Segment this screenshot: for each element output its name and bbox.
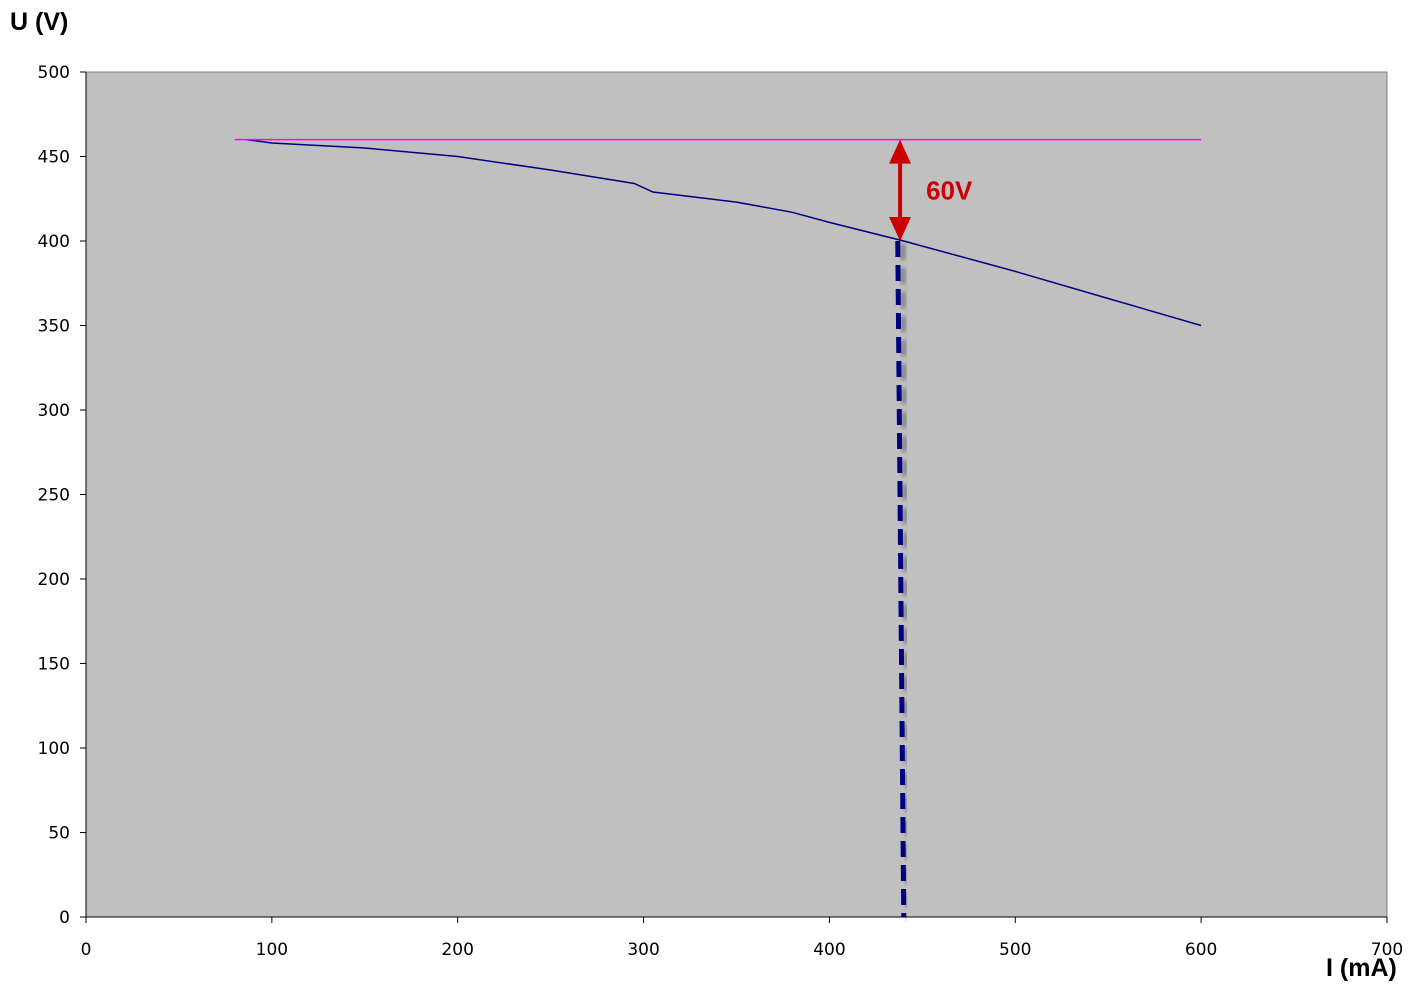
annotation-label: 60V (926, 175, 973, 205)
x-tick-label: 600 (1185, 940, 1217, 960)
x-tick-label: 0 (81, 940, 92, 960)
x-tick-label: 400 (813, 940, 845, 960)
x-tick-label: 300 (627, 940, 659, 960)
y-tick-label: 400 (38, 232, 70, 252)
y-tick-label: 150 (38, 655, 70, 675)
x-axis-title: I (mA) (1326, 954, 1397, 982)
y-tick-label: 100 (38, 739, 70, 759)
arrow-head-up (889, 139, 912, 164)
y-axis-title: U (V) (10, 8, 69, 36)
y-tick-label: 500 (38, 63, 70, 83)
y-tick-label: 0 (59, 908, 70, 928)
x-tick-label: 100 (256, 940, 288, 960)
series-line-curve (245, 138, 1202, 327)
vertical-marker-line (895, 240, 907, 918)
plot-area (85, 71, 1388, 918)
y-tick-label: 300 (38, 401, 70, 421)
arrow-head-down (889, 217, 912, 241)
x-tick-label: 700 (1371, 940, 1403, 960)
y-tick-label: 450 (38, 148, 70, 168)
x-tick-label: 500 (999, 940, 1031, 960)
y-tick-label: 250 (38, 486, 70, 506)
y-tick-label: 50 (48, 824, 70, 844)
x-tick-label: 200 (441, 940, 473, 960)
y-tick-label: 350 (38, 317, 70, 337)
y-tick-label: 200 (38, 570, 70, 590)
